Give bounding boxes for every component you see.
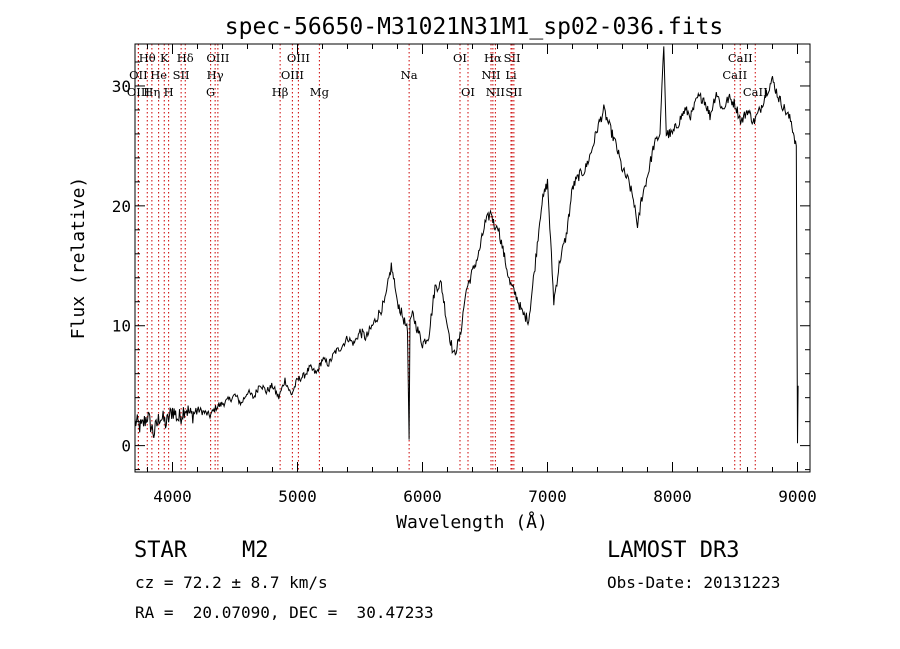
x-tick-label-3: 7000 xyxy=(528,487,567,506)
y-tick-label-2: 20 xyxy=(112,197,131,216)
survey-name: LAMOST DR3 xyxy=(607,538,740,563)
marker-label-0: Hθ xyxy=(139,51,156,65)
x-axis-label: Wavelength (Å) xyxy=(396,511,548,533)
marker-label-13: OIII xyxy=(281,68,304,82)
y-tick-label-0: 0 xyxy=(121,437,131,456)
marker-label-3: He xyxy=(150,68,167,82)
marker-label-16: Na xyxy=(401,68,418,82)
marker-label-4: Hη xyxy=(143,85,160,99)
marker-label-9: OIII xyxy=(206,51,229,65)
marker-label-24: SII xyxy=(505,85,522,99)
x-tick-label-1: 5000 xyxy=(278,487,317,506)
series-line-spectrum xyxy=(134,46,799,444)
marker-label-8: Hδ xyxy=(177,51,194,65)
plot-frame xyxy=(134,43,811,473)
marker-label-27: CaII xyxy=(743,85,768,99)
marker-label-21: NII xyxy=(486,85,505,99)
y-axis-label: Flux (relative) xyxy=(68,177,89,340)
y-tick-label-3: 30 xyxy=(112,77,131,96)
spectrum-layer xyxy=(134,46,799,444)
marker-label-17: OI xyxy=(453,51,467,65)
marker-label-18: OI xyxy=(461,85,475,99)
chart-title: spec-56650-M31021N31M1_sp02-036.fits xyxy=(225,14,724,40)
marker-label-15: Mg xyxy=(310,85,330,99)
marker-label-1: OII xyxy=(129,68,148,82)
marker-label-19: Hα xyxy=(484,51,502,65)
marker-label-25: CaII xyxy=(728,51,753,65)
coordinates: RA = 20.07090, DEC = 30.47233 xyxy=(135,603,434,622)
redshift-cz: cz = 72.2 ± 8.7 km/s xyxy=(135,573,328,592)
marker-label-12: Hβ xyxy=(272,85,289,99)
marker-label-11: G xyxy=(206,85,215,99)
y-tick-label-1: 10 xyxy=(112,317,131,336)
axes: 4000 5000 6000 7000 8000 9000 0 10 20 30 xyxy=(112,44,817,506)
subclass: M2 xyxy=(242,538,269,563)
marker-label-6: H xyxy=(164,85,174,99)
marker-label-7: SII xyxy=(173,68,190,82)
x-tick-label-4: 8000 xyxy=(653,487,692,506)
x-tick-label-2: 6000 xyxy=(403,487,442,506)
x-tick-label-5: 9000 xyxy=(778,487,817,506)
obs-date: Obs-Date: 20131223 xyxy=(607,573,781,592)
marker-label-5: K xyxy=(160,51,169,65)
object-class: STAR xyxy=(134,538,187,563)
marker-label-22: SII xyxy=(504,51,521,65)
marker-label-14: OIII xyxy=(287,51,310,65)
x-tick-label-0: 4000 xyxy=(153,487,192,506)
marker-label-2: OIII xyxy=(127,85,150,99)
marker-label-20: NII xyxy=(481,68,500,82)
marker-label-26: CaII xyxy=(722,68,747,82)
marker-label-10: Hγ xyxy=(207,68,224,82)
marker-label-23: Li xyxy=(505,68,517,82)
